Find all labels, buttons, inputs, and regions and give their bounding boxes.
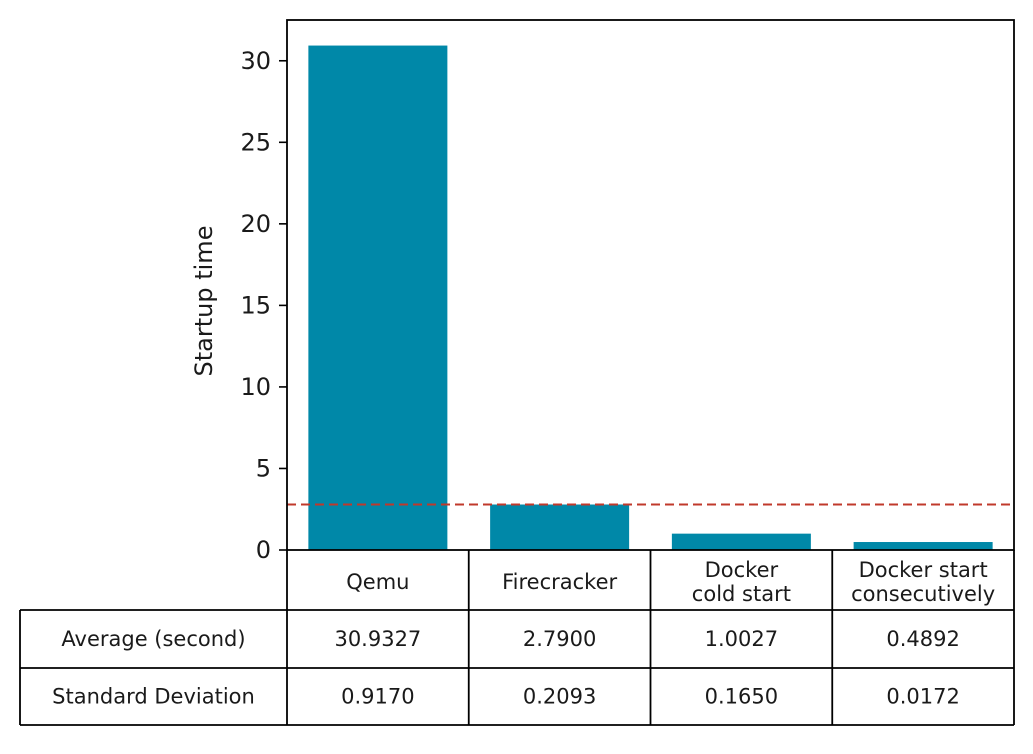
y-tick-label-6: 30 [240, 47, 271, 75]
y-tick-label-0: 0 [256, 536, 271, 564]
bar-1 [490, 504, 630, 550]
category-label-3-1: consecutively [851, 582, 995, 606]
table-cell-1-3: 0.0172 [886, 685, 959, 709]
table-cell-0-3: 0.4892 [886, 627, 959, 651]
y-tick-label-3: 15 [240, 291, 271, 319]
category-label-3-0: Docker start [859, 558, 988, 582]
category-label-2-0: Docker [705, 558, 779, 582]
table-cell-1-0: 0.9170 [341, 685, 414, 709]
table-cell-0-0: 30.9327 [334, 627, 421, 651]
y-tick-label-5: 25 [240, 128, 271, 156]
category-label-1-0: Firecracker [502, 570, 617, 594]
category-label-0-0: Qemu [346, 570, 409, 594]
table-cell-1-2: 0.1650 [705, 685, 778, 709]
category-label-2-1: cold start [692, 582, 791, 606]
y-tick-label-1: 5 [256, 454, 271, 482]
table-cell-1-1: 0.2093 [523, 685, 596, 709]
table-cell-0-2: 1.0027 [705, 627, 778, 651]
bar-2 [671, 533, 811, 550]
y-tick-label-4: 20 [240, 210, 271, 238]
y-axis-label: Startup time [190, 226, 218, 377]
bar-3 [853, 542, 993, 550]
bar-0 [308, 45, 448, 550]
y-tick-label-2: 10 [240, 373, 271, 401]
table-row-label-0: Average (second) [61, 627, 245, 651]
table-cell-0-1: 2.7900 [523, 627, 596, 651]
table-row-label-1: Standard Deviation [52, 685, 255, 709]
